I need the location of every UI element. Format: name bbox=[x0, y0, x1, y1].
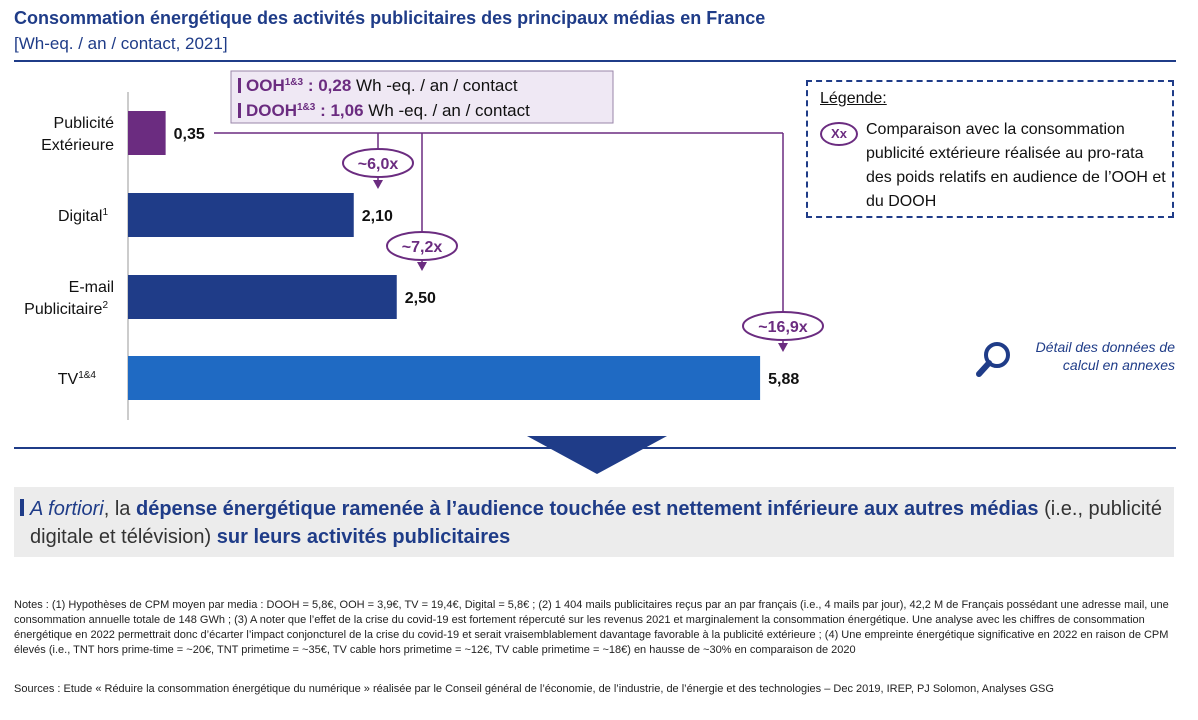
down-arrow-icon bbox=[527, 436, 667, 474]
sources: Sources : Etude « Réduire la consommatio… bbox=[14, 683, 1054, 695]
callout-part-1: A fortiori bbox=[30, 498, 104, 520]
legend-badge: Xx bbox=[820, 122, 858, 146]
value-label-2: 2,50 bbox=[405, 290, 436, 307]
ooh-bullet-0 bbox=[238, 78, 241, 93]
ooh-part-1-2: : bbox=[315, 101, 330, 120]
bar-2 bbox=[128, 275, 397, 319]
ooh-part-0-0: OOH bbox=[246, 76, 285, 95]
legend-text: Comparaison avec la consommation publici… bbox=[866, 121, 1166, 210]
callout-part-2: , la bbox=[103, 498, 136, 520]
callout-part-5: sur leurs activités publicitaires bbox=[216, 526, 511, 548]
legend-box: Légende: Xx Comparaison avec la consomma… bbox=[806, 80, 1174, 218]
bar-0 bbox=[128, 111, 166, 155]
comparison-label-2: ~16,9x bbox=[758, 319, 807, 336]
conclusion-callout: A fortiori, la dépense énergétique ramen… bbox=[14, 487, 1174, 557]
ooh-box bbox=[230, 70, 614, 124]
arrowhead-0 bbox=[373, 180, 383, 189]
ooh-line-0: OOH1&3 : 0,28 Wh -eq. / an / contact bbox=[246, 76, 518, 95]
category-sup-3: 1&4 bbox=[78, 370, 96, 381]
ooh-part-1-0: DOOH bbox=[246, 101, 297, 120]
category-label-1-0: Digital1 bbox=[58, 207, 108, 225]
category-label-3-0: TV1&4 bbox=[58, 370, 97, 388]
chart-subtitle: [Wh-eq. / an / contact, 2021] bbox=[14, 34, 228, 53]
value-label-1: 2,10 bbox=[362, 208, 393, 225]
bar-1 bbox=[128, 193, 354, 237]
comparison-badge-2 bbox=[742, 311, 824, 341]
ooh-bullet-1 bbox=[238, 103, 241, 118]
chart-title: Consommation énergétique des activités p… bbox=[14, 8, 766, 28]
callout-bullet bbox=[20, 499, 24, 516]
category-label-2-1: Publicitaire2 bbox=[24, 300, 108, 318]
legend-title: Légende: bbox=[820, 90, 887, 107]
bar-chart: 0,35 Publicité Extérieure 2,10 Digital1 2,50 E… bbox=[24, 70, 824, 420]
magnifier-icon bbox=[976, 342, 1010, 377]
callout-text: A fortiori, la dépense énergétique ramen… bbox=[30, 495, 1165, 551]
footnotes: Notes : (1) Hypothèses de CPM moyen par … bbox=[14, 599, 1169, 656]
header-rule bbox=[14, 60, 1176, 62]
ooh-part-0-1: 1&3 bbox=[285, 77, 304, 88]
ooh-line-1: DOOH1&3 : 1,06 Wh -eq. / an / contact bbox=[246, 101, 530, 120]
arrowhead-1 bbox=[417, 262, 427, 271]
comparison-badge-0 bbox=[342, 148, 414, 178]
ooh-part-1-3: 1,06 bbox=[330, 101, 363, 120]
ooh-part-1-1: 1&3 bbox=[297, 102, 316, 113]
category-label-2-0: E-mail bbox=[69, 279, 114, 296]
ooh-part-0-2: : bbox=[303, 76, 318, 95]
value-label-3: 5,88 bbox=[768, 371, 799, 388]
ooh-part-0-3: 0,28 bbox=[318, 76, 351, 95]
comparison-label-1: ~7,2x bbox=[402, 239, 443, 256]
category-label-0-1: Extérieure bbox=[41, 137, 114, 154]
callout-part-3: dépense énergétique ramenée à l’audience… bbox=[135, 498, 1039, 520]
ooh-part-1-4: Wh -eq. / an / contact bbox=[364, 101, 531, 120]
callout-part-4: (i.e., publicité digitale et télévision) bbox=[30, 498, 1162, 548]
category-sup-1: 1 bbox=[102, 207, 108, 218]
detail-link[interactable]: Détail des données de calcul en annexes bbox=[975, 338, 1175, 382]
comparison-label-0: ~6,0x bbox=[358, 156, 399, 173]
ooh-part-0-4: Wh -eq. / an / contact bbox=[351, 76, 518, 95]
category-label-0-0: Publicité bbox=[54, 115, 115, 132]
value-label-0: 0,35 bbox=[174, 126, 205, 143]
detail-text: Détail des données de calcul en annexes bbox=[1035, 339, 1175, 373]
comparison-badge-1 bbox=[386, 231, 458, 261]
category-sup-2: 2 bbox=[102, 300, 108, 311]
bar-3 bbox=[128, 356, 761, 400]
arrowhead-2 bbox=[778, 343, 788, 352]
